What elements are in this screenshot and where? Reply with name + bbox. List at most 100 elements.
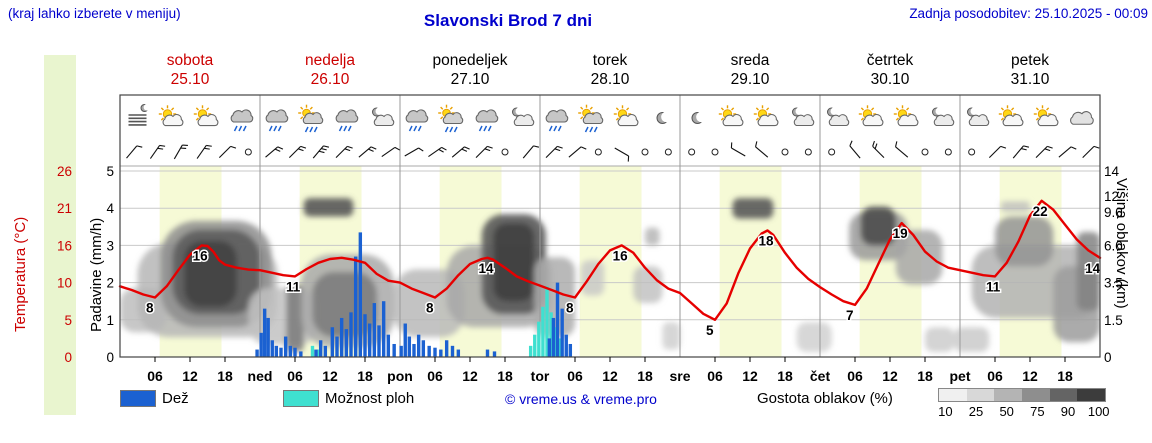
wind-barb-icon — [335, 145, 353, 159]
temperature-curve — [118, 199, 1102, 321]
wind-barb-icon — [1012, 145, 1030, 159]
wind-barbs-row — [126, 140, 1100, 162]
cloud-density-segment — [966, 389, 995, 401]
svg-text:9.0: 9.0 — [1104, 205, 1123, 220]
svg-text:1.5: 1.5 — [1104, 313, 1123, 328]
svg-text:18: 18 — [497, 368, 513, 384]
wind-barb-icon — [358, 146, 377, 158]
wind-barb-icon — [149, 144, 166, 159]
day-date: 25.10 — [170, 71, 210, 88]
svg-text:4: 4 — [106, 201, 114, 216]
weather-icon-sun-rain — [578, 104, 604, 133]
temp-label: 22 — [1033, 204, 1048, 219]
wind-calm-icon — [711, 148, 719, 156]
svg-text:18: 18 — [217, 368, 233, 384]
svg-text:tor: tor — [531, 368, 550, 384]
temp-label: 16 — [613, 248, 629, 263]
cloud-density-scale-label: 90 — [1060, 404, 1076, 419]
temp-tick-labels: 26 21 16 10 5 0 — [57, 164, 72, 365]
weather-icon-sun-cloud — [193, 105, 219, 127]
day-header-row: sobota 25.10 nedelja 26.10 ponedeljek 27.10 to… — [0, 52, 1152, 96]
svg-text:18: 18 — [357, 368, 373, 384]
cloud-density-scale-label: 10 — [938, 404, 953, 419]
weather-icon-rain — [335, 109, 359, 132]
svg-text:18: 18 — [1057, 368, 1073, 384]
weather-icon-fog — [128, 103, 151, 126]
weather-icon-moon-cloud — [827, 107, 850, 127]
wind-barb-icon — [475, 145, 493, 159]
wind-barb-icon — [381, 146, 401, 158]
cloud-density-scale-label: 100 — [1087, 404, 1110, 419]
svg-text:12: 12 — [322, 368, 338, 384]
cloud-density-segment — [994, 389, 1023, 401]
day-date: 26.10 — [310, 71, 350, 88]
wind-barb-icon — [988, 145, 1007, 159]
wind-barb-icon — [522, 145, 540, 159]
weather-icon-cloud — [1070, 111, 1094, 125]
temp-label: 8 — [146, 300, 154, 315]
wind-barb-icon — [895, 141, 909, 158]
day-name: sreda — [730, 52, 770, 69]
temp-label: 14 — [1085, 261, 1101, 276]
weather-icon-moon-cloud — [792, 107, 815, 127]
wind-barb-icon — [755, 141, 769, 158]
weather-icon-moon — [691, 111, 707, 124]
weather-icon-sun-rain — [438, 104, 464, 133]
cloud-density-scale-label: 50 — [999, 404, 1014, 419]
wind-calm-icon — [641, 148, 649, 156]
weather-icon-sun-cloud — [858, 105, 884, 127]
day-date: 30.10 — [870, 71, 910, 88]
cloud-axis-title: Višina oblakov (km) — [1113, 178, 1130, 309]
svg-text:21: 21 — [57, 201, 72, 216]
day-name: ponedeljek — [432, 52, 508, 69]
cloud-density-scale-label: 75 — [1030, 404, 1045, 419]
day-header-sobota: sobota 25.10 — [120, 52, 260, 90]
cloud-density-segment — [939, 389, 967, 401]
day-header-nedelja: nedelja 26.10 — [260, 52, 400, 90]
day-date: 27.10 — [450, 71, 490, 88]
cloud-density-scale — [938, 388, 1106, 402]
temp-label: 11 — [286, 279, 301, 294]
wind-calm-icon — [804, 148, 812, 156]
wind-barb-icon — [1082, 145, 1100, 159]
day-name: torek — [592, 52, 628, 69]
cloud-density-label: Gostota oblakov (%) — [757, 390, 893, 407]
svg-text:12: 12 — [1104, 189, 1119, 204]
weather-icon-rain — [545, 109, 569, 132]
weather-icon-sun-cloud — [718, 105, 744, 127]
svg-text:06: 06 — [567, 368, 583, 384]
x-axis-labels: 06 12 18 ned 06 12 18 pon 06 12 18 tor 06 12 18 sre 06 12… — [147, 357, 1073, 384]
wind-calm-icon — [921, 148, 929, 156]
svg-text:10: 10 — [57, 276, 72, 291]
temp-label: 14 — [479, 261, 495, 276]
day-date: 28.10 — [590, 71, 630, 88]
wind-calm-icon — [828, 148, 836, 156]
svg-text:12: 12 — [742, 368, 758, 384]
wind-barb-icon — [451, 146, 470, 158]
svg-text:12: 12 — [462, 368, 478, 384]
svg-text:2: 2 — [106, 276, 114, 291]
rain-legend-swatch — [120, 390, 156, 407]
temp-axis-title: Temperatura (°C) — [12, 216, 29, 332]
day-name: nedelja — [305, 52, 355, 69]
wind-barb-icon — [545, 145, 563, 159]
wind-barb-icon — [1035, 145, 1053, 159]
svg-text:12: 12 — [882, 368, 898, 384]
temperature-labels: 8 16 11 8 14 8 16 5 18 7 19 11 22 14 — [145, 202, 1103, 339]
wind-calm-icon — [501, 148, 509, 156]
day-name: sobota — [166, 52, 214, 69]
svg-text:18: 18 — [777, 368, 793, 384]
copyright-link[interactable]: © vreme.us & vreme.pro — [505, 391, 657, 407]
temp-label: 8 — [426, 300, 434, 315]
svg-text:0: 0 — [64, 350, 72, 365]
weather-icon-sun-cloud — [1033, 105, 1059, 127]
svg-text:0: 0 — [1104, 350, 1112, 365]
wind-calm-icon — [944, 148, 952, 156]
cloud-density-segment — [1022, 389, 1050, 401]
wind-barb-icon — [872, 140, 885, 159]
temp-label: 16 — [193, 248, 209, 263]
svg-text:18: 18 — [917, 368, 933, 384]
day-header-ponedeljek: ponedeljek 27.10 — [400, 52, 540, 90]
svg-text:5: 5 — [64, 313, 72, 328]
